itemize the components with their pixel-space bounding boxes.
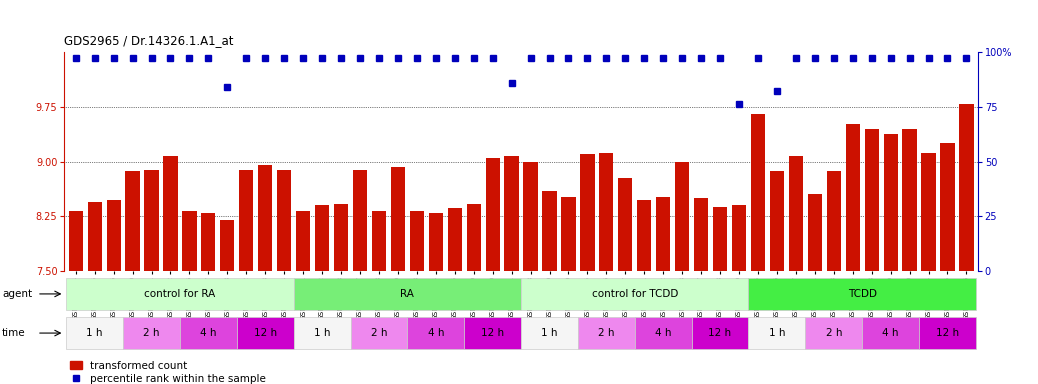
Bar [126, 171, 140, 271]
Text: 4 h: 4 h [428, 328, 444, 338]
Bar [959, 104, 974, 271]
Bar [805, 317, 863, 349]
Bar [902, 129, 917, 271]
Bar [201, 214, 216, 271]
Bar [183, 211, 196, 271]
Text: control for RA: control for RA [144, 289, 216, 299]
Bar [69, 211, 83, 271]
Text: 1 h: 1 h [769, 328, 785, 338]
Bar [429, 214, 443, 271]
Bar [521, 278, 748, 310]
Bar [922, 153, 935, 271]
Text: TCDD: TCDD [848, 289, 877, 299]
Text: 12 h: 12 h [481, 328, 504, 338]
Bar [163, 156, 177, 271]
Bar [464, 317, 521, 349]
Bar [919, 317, 976, 349]
Bar [637, 200, 652, 271]
Bar [750, 114, 765, 271]
Bar [675, 162, 689, 271]
Bar [694, 198, 708, 271]
Bar [808, 194, 822, 271]
Bar [770, 171, 784, 271]
Text: GDS2965 / Dr.14326.1.A1_at: GDS2965 / Dr.14326.1.A1_at [64, 34, 234, 47]
Bar [180, 317, 237, 349]
Bar [372, 211, 386, 271]
Bar [66, 278, 294, 310]
Bar [523, 162, 538, 271]
Text: 2 h: 2 h [143, 328, 160, 338]
Bar [351, 317, 407, 349]
Bar [334, 204, 348, 271]
Bar [447, 209, 462, 271]
Text: 4 h: 4 h [882, 328, 899, 338]
Bar [294, 278, 521, 310]
Bar [865, 129, 879, 271]
Bar [732, 205, 746, 271]
Bar [353, 170, 367, 271]
Text: time: time [2, 328, 26, 338]
Bar [635, 317, 691, 349]
Bar [713, 207, 728, 271]
Bar [296, 211, 310, 271]
Bar [315, 205, 329, 271]
Bar [521, 317, 578, 349]
Bar [789, 156, 803, 271]
Bar [846, 124, 859, 271]
Text: 1 h: 1 h [541, 328, 557, 338]
Bar [294, 317, 351, 349]
Text: 12 h: 12 h [709, 328, 732, 338]
Text: 1 h: 1 h [313, 328, 330, 338]
Bar [144, 170, 159, 271]
Bar [410, 211, 424, 271]
Bar [748, 278, 976, 310]
Bar [863, 317, 919, 349]
Bar [407, 317, 464, 349]
Bar [220, 220, 235, 271]
Text: 4 h: 4 h [655, 328, 672, 338]
Bar [239, 170, 253, 271]
Bar [580, 154, 595, 271]
Text: 12 h: 12 h [936, 328, 959, 338]
Text: 2 h: 2 h [371, 328, 387, 338]
Bar [826, 171, 841, 271]
Bar [619, 178, 632, 271]
Text: 12 h: 12 h [253, 328, 277, 338]
Text: agent: agent [2, 289, 32, 299]
Bar [543, 191, 556, 271]
Bar [66, 317, 124, 349]
Bar [258, 165, 272, 271]
Text: 4 h: 4 h [200, 328, 217, 338]
Bar [599, 153, 613, 271]
Text: RA: RA [401, 289, 414, 299]
Bar [691, 317, 748, 349]
Legend: transformed count, percentile rank within the sample: transformed count, percentile rank withi… [70, 361, 267, 384]
Bar [390, 167, 405, 271]
Bar [748, 317, 805, 349]
Bar [883, 134, 898, 271]
Text: control for TCDD: control for TCDD [592, 289, 678, 299]
Bar [486, 158, 499, 271]
Bar [124, 317, 180, 349]
Bar [237, 317, 294, 349]
Bar [504, 156, 519, 271]
Bar [87, 202, 102, 271]
Bar [656, 197, 671, 271]
Bar [562, 197, 575, 271]
Bar [277, 170, 292, 271]
Bar [107, 200, 120, 271]
Bar [467, 204, 481, 271]
Bar [578, 317, 635, 349]
Text: 2 h: 2 h [825, 328, 842, 338]
Text: 1 h: 1 h [86, 328, 103, 338]
Text: 2 h: 2 h [598, 328, 614, 338]
Bar [940, 143, 955, 271]
